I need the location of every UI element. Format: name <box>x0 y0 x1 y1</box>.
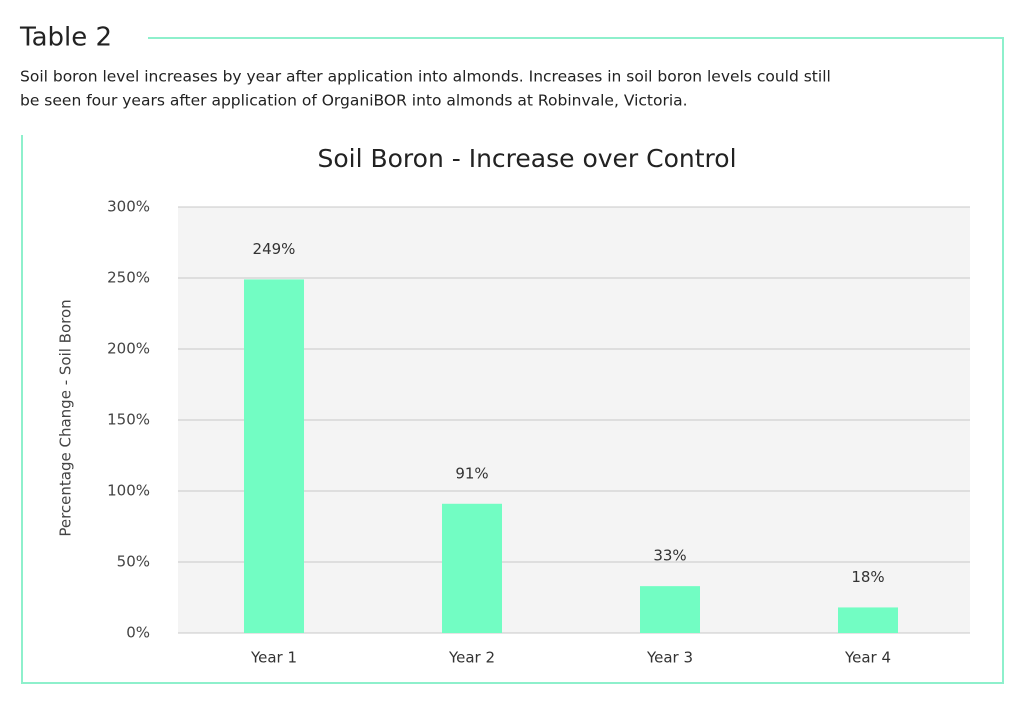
y-tick-label: 300% <box>107 198 150 216</box>
y-tick-label: 100% <box>107 482 150 500</box>
y-tick-label: 0% <box>126 624 150 642</box>
x-tick-label: Year 1 <box>250 649 297 667</box>
y-axis-label: Percentage Change - Soil Boron <box>57 299 75 536</box>
value-label: 18% <box>851 568 884 586</box>
description-line: be seen four years after application of … <box>20 92 688 110</box>
value-label: 33% <box>653 547 686 565</box>
bar <box>442 503 502 633</box>
value-label: 249% <box>253 240 296 258</box>
y-tick-label: 50% <box>117 553 150 571</box>
bar <box>838 607 898 633</box>
table-title: Table 2 <box>19 23 112 53</box>
y-tick-label: 150% <box>107 411 150 429</box>
frame-line <box>21 37 1004 684</box>
x-tick-label: Year 3 <box>646 649 693 667</box>
x-tick-label: Year 4 <box>844 649 891 667</box>
x-tick-label: Year 2 <box>448 649 495 667</box>
chart-title: Soil Boron - Increase over Control <box>317 144 736 173</box>
frame <box>21 37 1004 684</box>
bar <box>244 279 304 633</box>
bar <box>640 586 700 633</box>
y-tick-label: 200% <box>107 340 150 358</box>
description-line: Soil boron level increases by year after… <box>20 68 831 86</box>
value-label: 91% <box>455 464 488 482</box>
y-tick-label: 250% <box>107 269 150 287</box>
